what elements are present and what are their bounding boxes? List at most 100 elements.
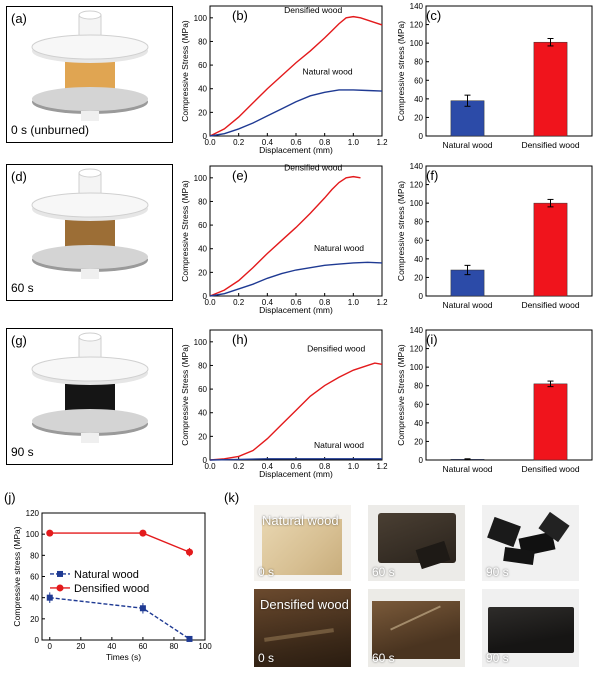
- chart-h-stress-displacement: 0 20 40 60 80 100 Compressive Stress (MPa) 0.0 0…: [180, 329, 388, 479]
- y-tick-label-c-3: 60: [414, 76, 423, 85]
- photo-time-densified-90s: 90 s: [486, 651, 509, 665]
- y-tick-label-f-4: 80: [414, 218, 423, 227]
- y-tick-label-j-5: 100: [26, 530, 40, 539]
- photo-densified-0s: Densified wood 0 s: [254, 589, 351, 667]
- y-tick-label-j-0: 0: [35, 636, 40, 645]
- category-label-f-0: Natural wood: [442, 300, 492, 310]
- x-tick-label-j-2: 40: [107, 642, 116, 651]
- x-tick-label-e-1: 0.2: [233, 298, 245, 307]
- y-tick-label-e-1: 20: [198, 268, 207, 277]
- chart-e-stress-displacement: 0 20 40 60 80 100 Compressive Stress (MPa) 0.0 0…: [180, 163, 388, 315]
- panel-g: (g) 90 s: [6, 328, 173, 465]
- y-axis-label-c: Compressive stress (MPa): [396, 21, 406, 121]
- y-tick-label-c-6: 120: [410, 21, 424, 30]
- y-tick-label-c-4: 80: [414, 58, 423, 67]
- chart-i-stress-bars: 0 20 40 60 80 100 120 140 Compressive Stress (MP…: [396, 326, 593, 474]
- category-label-c-0: Natural wood: [442, 140, 492, 150]
- panel-b: 0 20 40 60 80 100 Compressive Stress (MPa) 0.0 0…: [178, 0, 390, 165]
- series-line-e-1: [209, 261, 383, 297]
- y-tick-label-e-2: 40: [198, 245, 207, 254]
- panel-c: 0 20 40 60 80 100 120 140 Compressive stress (MP…: [392, 0, 600, 165]
- y-tick-label-b-5: 100: [194, 14, 208, 23]
- x-tick-label-b-3: 0.6: [290, 138, 302, 147]
- x-tick-label-e-6: 1.2: [376, 298, 388, 307]
- bar-c-0: [450, 100, 485, 137]
- photo-natural-60s: 60 s: [368, 505, 465, 581]
- y-tick-label-i-7: 140: [410, 326, 424, 335]
- photo-densified-60s: 60 s: [368, 589, 465, 667]
- x-tick-label-h-3: 0.6: [290, 462, 302, 471]
- y-tick-label-f-6: 120: [410, 181, 424, 190]
- category-label-c-1: Densified wood: [521, 140, 579, 150]
- x-tick-label-h-0: 0.0: [204, 462, 216, 471]
- x-tick-label-b-4: 0.8: [319, 138, 331, 147]
- panel-e: 0 20 40 60 80 100 Compressive Stress (MPa) 0.0 0…: [178, 160, 390, 325]
- panel-label-g: (g): [11, 333, 27, 348]
- photo-label-densified: Densified wood: [260, 597, 349, 612]
- panel-i: 0 20 40 60 80 100 120 140 Compressive Stress (MP…: [392, 324, 600, 489]
- data-point-j-1-0: [46, 529, 54, 537]
- y-tick-label-f-7: 140: [410, 162, 424, 171]
- series-label-h-0: Densified wood: [307, 343, 365, 353]
- bar-f-1: [533, 202, 568, 297]
- series-line-j-1: [49, 532, 190, 553]
- x-tick-label-e-0: 0.0: [204, 298, 216, 307]
- x-tick-label-b-2: 0.4: [262, 138, 274, 147]
- series-line-b-1: [209, 89, 383, 137]
- y-tick-label-f-3: 60: [414, 236, 423, 245]
- series-line-j-0: [49, 596, 190, 640]
- x-tick-label-b-1: 0.2: [233, 138, 245, 147]
- x-tick-label-b-5: 1.0: [348, 138, 360, 147]
- bar-c-1: [533, 41, 568, 137]
- y-tick-label-b-2: 40: [198, 85, 207, 94]
- chart-j-stress-vs-time: 0 20 40 60 80 100 120 Compressive stress (MPa) 0…: [12, 509, 212, 662]
- x-tick-label-h-1: 0.2: [233, 462, 245, 471]
- y-tick-label-c-2: 40: [414, 95, 423, 104]
- compression-rig-illustration-a: [31, 10, 149, 121]
- data-point-j-0-0: [46, 594, 53, 601]
- y-tick-label-e-3: 60: [198, 221, 207, 230]
- y-tick-label-e-4: 80: [198, 197, 207, 206]
- panel-f: 0 20 40 60 80 100 120 140 Compressive stress (MP…: [392, 160, 600, 325]
- panel-label-a: (a): [11, 11, 27, 26]
- panel-label-k: (k): [224, 490, 240, 505]
- chart-b-stress-displacement: 0 20 40 60 80 100 Compressive Stress (MPa) 0.0 0…: [180, 5, 388, 155]
- x-axis-label-j: Times (s): [106, 652, 141, 662]
- series-label-b-0: Densified wood: [284, 5, 342, 15]
- series-label-e-1: Natural wood: [314, 243, 364, 253]
- y-tick-label-i-0: 0: [419, 456, 424, 465]
- y-axis-label-b: Compressive Stress (MPa): [180, 20, 190, 122]
- x-tick-label-e-4: 0.8: [319, 298, 331, 307]
- y-tick-label-j-1: 20: [30, 615, 39, 624]
- y-tick-label-h-5: 100: [194, 338, 208, 347]
- panel-j: 0 20 40 60 80 100 120 Compressive stress (MPa) 0…: [0, 485, 215, 671]
- chart-c-stress-bars: 0 20 40 60 80 100 120 140 Compressive stress (MP…: [396, 2, 593, 150]
- panel-label-e: (e): [232, 168, 248, 183]
- series-line-e-0: [209, 175, 361, 297]
- photo-natural-0s: Natural wood 0 s: [254, 505, 351, 581]
- x-tick-label-j-3: 60: [138, 642, 147, 651]
- y-tick-label-j-2: 40: [30, 594, 39, 603]
- axes-frame-b: [209, 5, 383, 137]
- category-label-f-1: Densified wood: [521, 300, 579, 310]
- series-label-b-1: Natural wood: [302, 67, 352, 77]
- x-tick-label-e-2: 0.4: [262, 298, 274, 307]
- y-tick-label-b-3: 60: [198, 61, 207, 70]
- photo-natural-90s: 90 s: [482, 505, 579, 581]
- x-tick-label-h-4: 0.8: [319, 462, 331, 471]
- x-tick-label-j-5: 100: [198, 642, 212, 651]
- series-line-b-0: [209, 15, 383, 137]
- x-tick-label-h-6: 1.2: [376, 462, 388, 471]
- axes-frame-e: [209, 165, 383, 297]
- y-tick-label-h-0: 0: [203, 456, 208, 465]
- y-tick-label-f-0: 0: [419, 292, 424, 301]
- x-tick-label-b-0: 0.0: [204, 138, 216, 147]
- x-axis-label-h: Displacement (mm): [259, 469, 333, 479]
- y-tick-label-j-6: 120: [26, 509, 40, 518]
- legend-label-j-1: Densified wood: [74, 583, 149, 595]
- photo-time-natural-0s: 0 s: [258, 565, 275, 579]
- bar-i-1: [533, 383, 568, 461]
- panel-caption-d: 60 s: [11, 281, 34, 295]
- y-tick-label-f-1: 20: [414, 273, 423, 282]
- compression-rig-illustration-g: [31, 332, 149, 443]
